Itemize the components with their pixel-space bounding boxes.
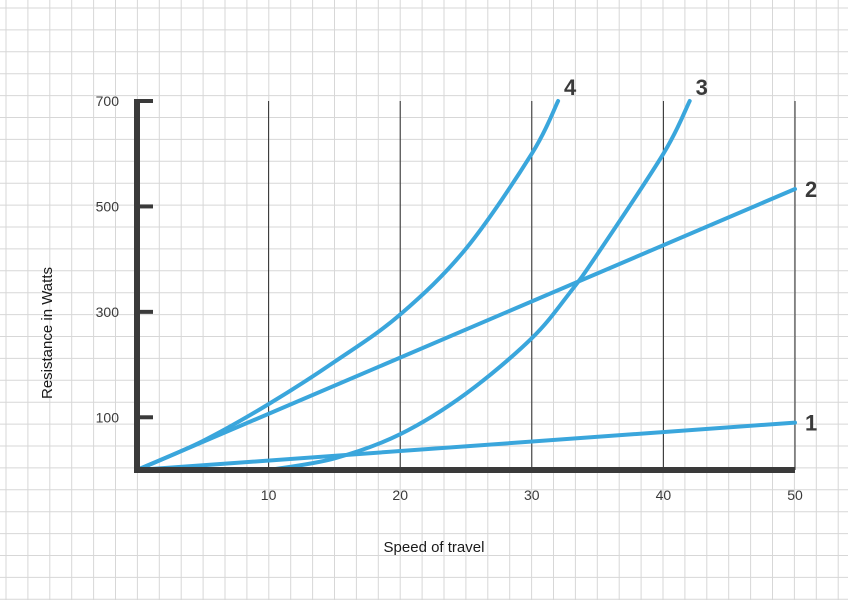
series-label-3: 3 [696,75,708,100]
x-tick-label: 10 [261,487,277,503]
series-line-4 [135,99,561,472]
y-tick-label: 500 [96,198,120,214]
y-tick-label: 300 [96,304,120,320]
y-tick-label: 100 [96,409,120,425]
x-tick-label: 30 [524,487,540,503]
x-tick-label: 20 [392,487,408,503]
plot-gridlines [268,101,796,470]
axes [134,99,795,473]
series-label-2: 2 [805,177,817,202]
series-label-1: 1 [805,411,817,436]
x-axis-title: Speed of travel [384,539,485,556]
series-label-4: 4 [564,75,577,100]
y-axis-title: Resistance in Watts [39,267,56,399]
y-tick-label: 700 [96,93,120,109]
x-tick-label: 40 [656,487,672,503]
series-layer [135,99,797,472]
series-line-2 [135,187,797,472]
labels: 10 20 30 40 50 100 300 500 700 1 2 3 4 [96,75,818,503]
x-tick-label: 50 [787,487,803,503]
series-line-1 [135,420,797,472]
series-line-3 [266,99,692,472]
